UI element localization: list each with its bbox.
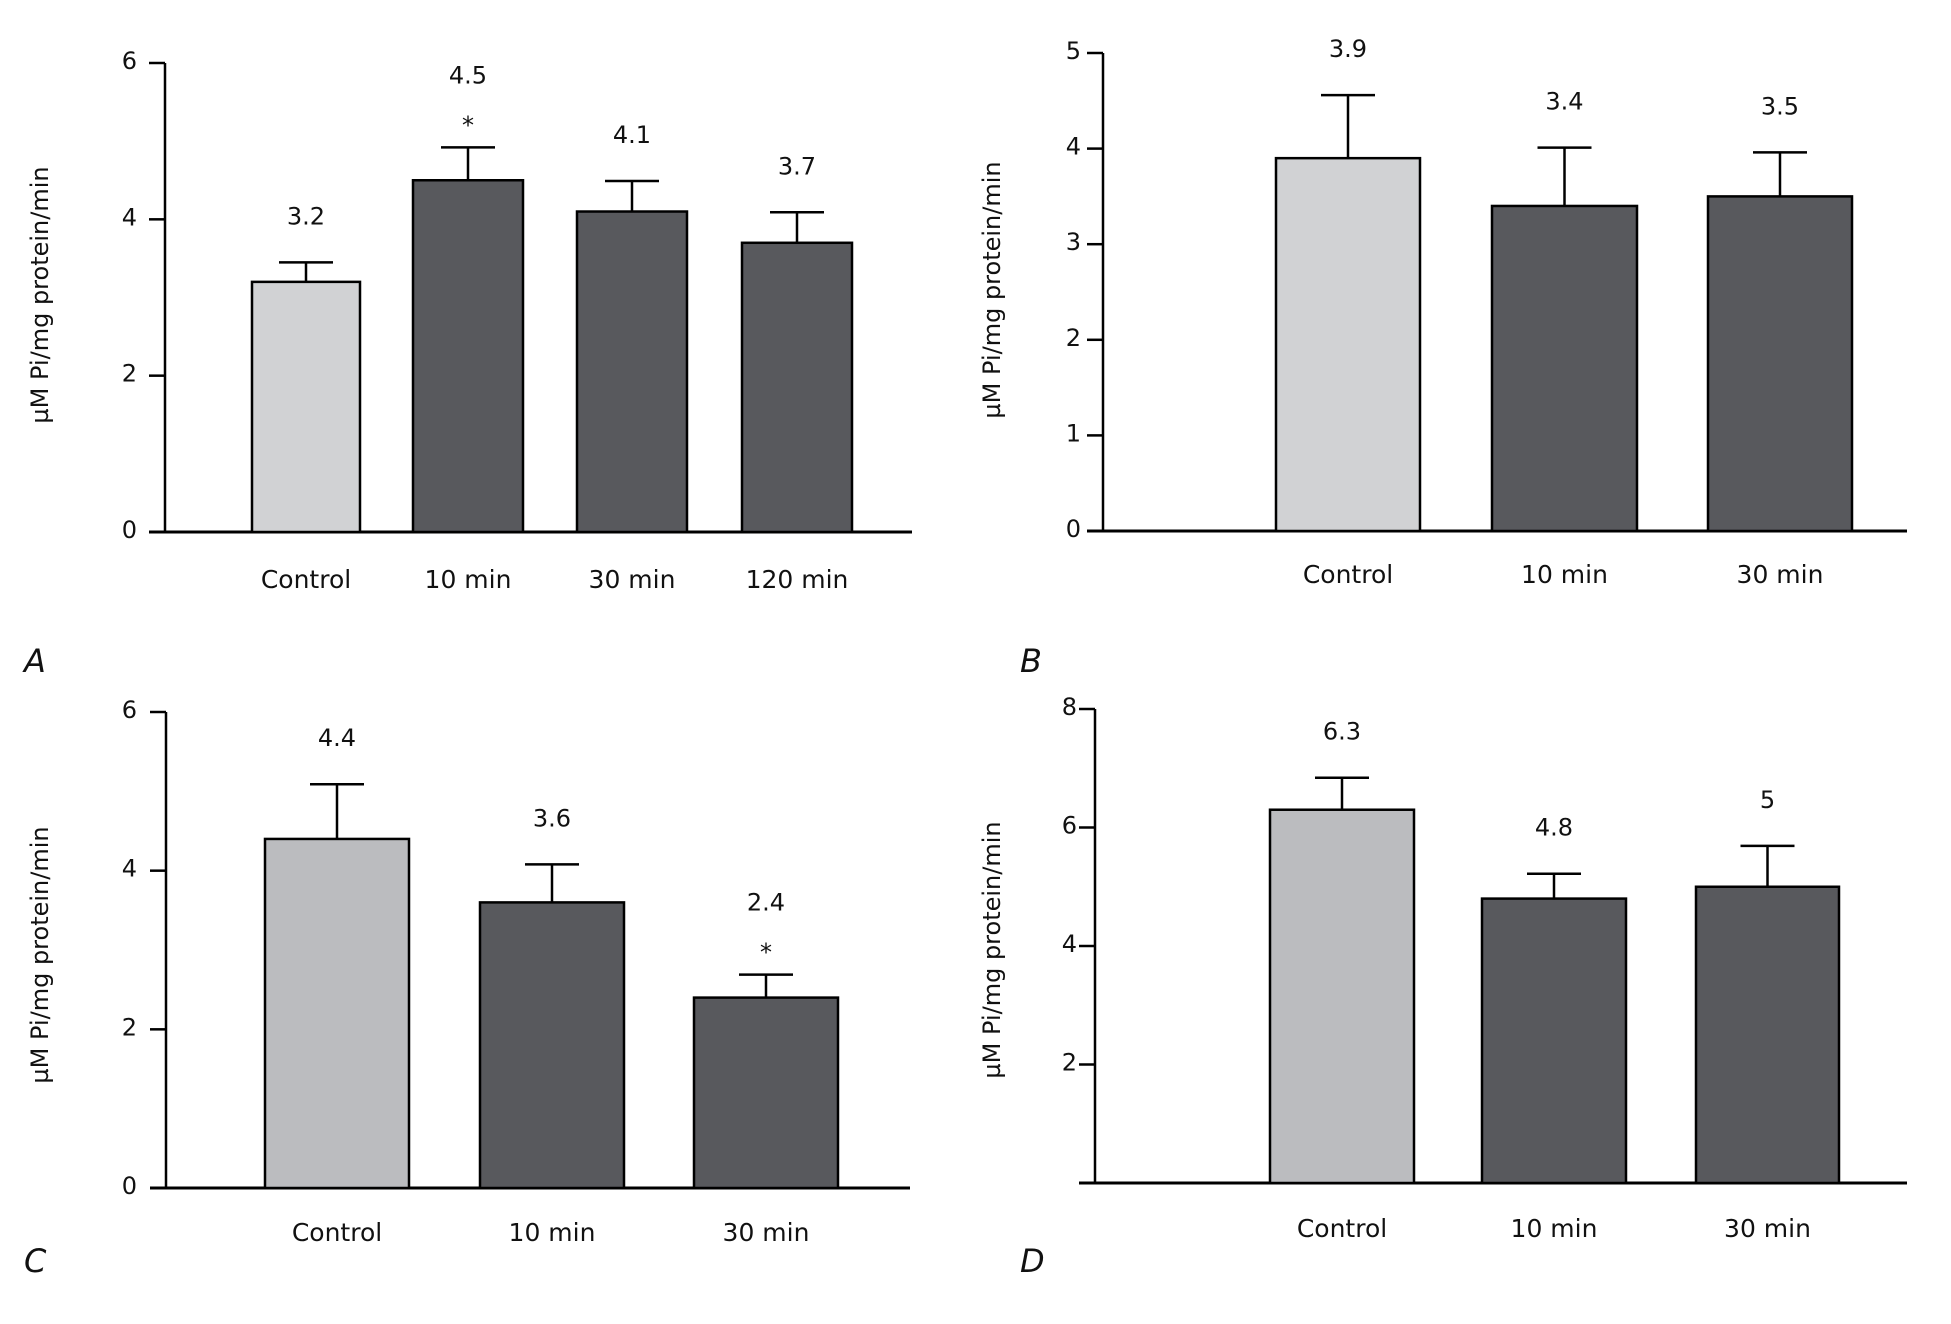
panel-b: 0 1 2 3 4 5 µM Pi/mg protein/min 3.9 Control 3.4 1… — [978, 35, 1907, 680]
bar-10-min — [1480, 897, 1628, 1185]
bar-control — [250, 280, 362, 534]
x-tick-label: 10 min — [1521, 560, 1608, 589]
panel-d: 2 4 6 8 µM Pi/mg protein/min 6.3 Control 4.8 10 … — [978, 693, 1907, 1280]
y-tick-label: 0 — [122, 1172, 137, 1200]
data-label: 4.1 — [613, 121, 651, 149]
x-tick-label: 10 min — [1511, 1214, 1598, 1243]
data-label: 3.6 — [533, 804, 571, 832]
bar-10-min — [478, 901, 626, 1190]
panel-letter: B — [1020, 642, 1042, 680]
panel-a: 0 2 4 6 µM Pi/mg protein/min 3.2 Control * 4.5 10… — [22, 47, 912, 680]
y-tick-label: 4 — [122, 203, 137, 231]
y-tick-label: 2 — [1066, 324, 1081, 352]
data-label: 3.2 — [287, 202, 325, 230]
data-label: 3.7 — [778, 152, 816, 180]
data-label: 3.5 — [1761, 92, 1799, 120]
y-tick-label: 6 — [122, 47, 137, 75]
y-axis-label: µM Pi/mg protein/min — [978, 161, 1006, 418]
bar-10-min — [411, 179, 525, 534]
y-tick-label: 4 — [1062, 930, 1077, 958]
bar-control — [1268, 808, 1416, 1185]
bar-30-min — [575, 210, 689, 534]
bar-control — [263, 837, 411, 1190]
x-tick-label: Control — [1303, 560, 1393, 589]
bar-30-min — [1706, 195, 1854, 533]
y-tick-label: 4 — [122, 855, 137, 883]
data-label: 2.4 — [747, 889, 785, 917]
data-label: 3.4 — [1545, 88, 1583, 116]
y-tick-label: 6 — [122, 696, 137, 724]
y-tick-label: 2 — [1062, 1049, 1077, 1077]
x-tick-label: 120 min — [746, 565, 849, 594]
x-tick-label: 10 min — [425, 565, 512, 594]
panel-letter: D — [1020, 1242, 1045, 1280]
y-axis-label: µM Pi/mg protein/min — [978, 821, 1006, 1078]
x-tick-label: 30 min — [723, 1218, 810, 1247]
y-tick-label: 6 — [1062, 812, 1077, 840]
bar-control — [1274, 156, 1422, 533]
bar-10-min — [1490, 204, 1639, 533]
y-tick-label: 0 — [122, 516, 137, 544]
panel-letter: C — [24, 1242, 47, 1280]
y-tick-label: 8 — [1062, 693, 1077, 721]
bar-30-min — [692, 996, 840, 1190]
y-tick-label: 1 — [1066, 419, 1081, 447]
y-tick-label: 4 — [1066, 133, 1081, 161]
significance-marker: * — [760, 939, 772, 967]
y-axis-label: µM Pi/mg protein/min — [26, 166, 54, 423]
data-label: 5 — [1760, 786, 1775, 814]
x-tick-label: Control — [292, 1218, 382, 1247]
bar-30-min — [1694, 885, 1841, 1185]
bar-120-min — [740, 241, 854, 534]
x-tick-label: 30 min — [1737, 560, 1824, 589]
data-label: 6.3 — [1323, 718, 1361, 746]
y-tick-label: 2 — [122, 360, 137, 388]
panel-c: 0 2 4 6 µM Pi/mg protein/min 4.4 Control 3.6 10 … — [24, 696, 910, 1280]
x-tick-label: 10 min — [509, 1218, 596, 1247]
data-label: 4.4 — [318, 724, 356, 752]
y-tick-label: 0 — [1066, 515, 1081, 543]
significance-marker: * — [462, 111, 474, 139]
data-label: 3.9 — [1329, 35, 1367, 63]
y-tick-label: 2 — [122, 1013, 137, 1041]
data-label: 4.5 — [449, 61, 487, 89]
x-tick-label: Control — [261, 565, 351, 594]
y-tick-label: 5 — [1066, 37, 1081, 65]
x-tick-label: 30 min — [589, 565, 676, 594]
data-label: 4.8 — [1535, 814, 1573, 842]
panel-letter: A — [22, 642, 46, 680]
x-tick-label: Control — [1297, 1214, 1387, 1243]
y-axis-label: µM Pi/mg protein/min — [26, 826, 54, 1083]
x-tick-label: 30 min — [1724, 1214, 1811, 1243]
y-tick-label: 3 — [1066, 228, 1081, 256]
